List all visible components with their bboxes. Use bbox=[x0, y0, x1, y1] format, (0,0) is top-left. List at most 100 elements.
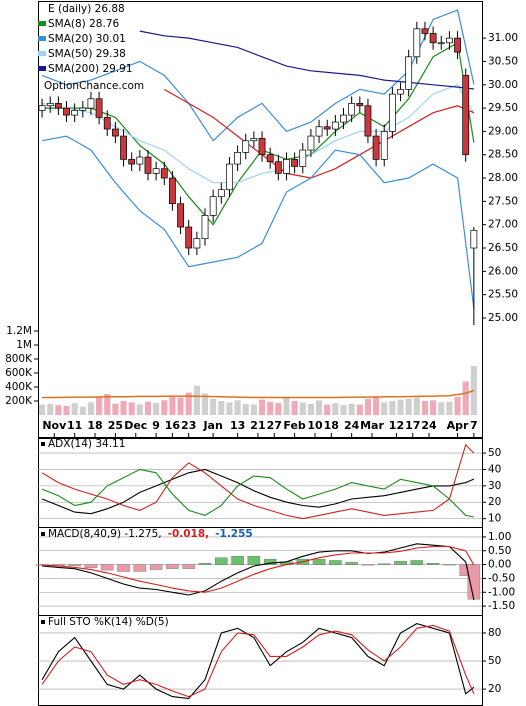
indicator-line bbox=[41, 468, 475, 515]
histogram-bar bbox=[247, 556, 261, 565]
histogram-bar bbox=[329, 560, 342, 565]
signal-label: -0.018, bbox=[168, 528, 210, 540]
y-tick-label: 31.00 bbox=[488, 32, 518, 44]
volume-tick-label: 400K bbox=[5, 381, 33, 393]
candle-body bbox=[226, 163, 233, 191]
volume-bar bbox=[332, 403, 339, 415]
x-tick-label: 10 bbox=[307, 419, 323, 432]
indicator-line bbox=[41, 624, 475, 698]
x-tick-label: 24 bbox=[344, 419, 360, 432]
volume-bar bbox=[210, 398, 217, 415]
histogram-bar bbox=[443, 564, 456, 566]
x-tick-label: Feb bbox=[283, 419, 306, 432]
x-tick-label: 7 bbox=[470, 419, 478, 432]
volume-tick-label: 200K bbox=[5, 395, 33, 407]
y-tick-label: 26.00 bbox=[488, 265, 518, 277]
x-tick-label: Apr bbox=[447, 419, 469, 432]
y-tick-label: 1.00 bbox=[488, 531, 511, 543]
histogram-bar bbox=[117, 564, 130, 572]
x-tick-label: 9 bbox=[152, 419, 160, 432]
legend-swatch bbox=[38, 51, 46, 56]
candle-body bbox=[356, 103, 364, 107]
legend-label: SMA(8) 28.76 bbox=[48, 18, 119, 30]
candle-body bbox=[177, 203, 184, 228]
candle-body bbox=[242, 140, 250, 153]
title-swatch bbox=[41, 620, 45, 624]
y-tick-label: 80 bbox=[488, 627, 501, 639]
histogram-bar bbox=[68, 564, 81, 567]
volume-average-line bbox=[42, 389, 475, 399]
candle-body bbox=[348, 103, 356, 116]
x-tick-label: 11 bbox=[67, 419, 82, 432]
x-tick-label: 23 bbox=[181, 419, 196, 432]
x-tick-label: 25 bbox=[108, 419, 123, 432]
candle-body bbox=[103, 117, 111, 130]
candle-body bbox=[331, 121, 339, 130]
candle-body bbox=[454, 37, 461, 53]
histogram-bar bbox=[84, 564, 98, 569]
candle-body bbox=[136, 156, 144, 165]
y-tick-label: 20 bbox=[488, 683, 501, 695]
candle-body bbox=[38, 105, 46, 111]
volume-bar bbox=[201, 393, 209, 415]
title-swatch bbox=[41, 442, 45, 446]
volume-bar bbox=[71, 403, 78, 415]
candle-body bbox=[169, 177, 176, 205]
candle-body bbox=[462, 75, 470, 156]
candle-body bbox=[315, 126, 323, 137]
x-tick-label: 17 bbox=[405, 419, 420, 432]
histogram-bar bbox=[263, 558, 277, 565]
candle-body bbox=[340, 114, 347, 123]
volume-bar bbox=[275, 403, 282, 415]
y-tick-label: 25.00 bbox=[488, 312, 518, 324]
candle-body bbox=[144, 156, 152, 174]
x-tick-label: Nov bbox=[42, 419, 67, 432]
y-tick-label: 30 bbox=[488, 480, 501, 492]
histogram-bar bbox=[215, 557, 228, 565]
histogram-label: -1.255 bbox=[215, 528, 253, 540]
x-tick-label: Jan bbox=[202, 419, 222, 432]
moving-average-line bbox=[164, 88, 475, 179]
candle-body bbox=[413, 28, 421, 58]
volume-bar bbox=[389, 400, 396, 415]
y-tick-label: -0.50 bbox=[488, 572, 515, 584]
candle-body bbox=[111, 128, 119, 137]
histogram-bar bbox=[312, 558, 326, 565]
volume-bar bbox=[250, 404, 257, 415]
candle-body bbox=[437, 42, 445, 45]
candle-body bbox=[323, 126, 331, 130]
y-tick-label: 30.50 bbox=[488, 55, 518, 67]
x-tick-label: 12 bbox=[389, 419, 404, 432]
x-tick-label: Dec bbox=[124, 419, 147, 432]
candle-body bbox=[429, 33, 437, 44]
volume-bar bbox=[421, 400, 429, 415]
indicator-line bbox=[41, 468, 475, 518]
y-tick-label: 20 bbox=[488, 496, 501, 508]
histogram-bar bbox=[182, 564, 195, 569]
candle-body bbox=[87, 98, 95, 109]
candle-body bbox=[364, 105, 372, 137]
candle-body bbox=[446, 37, 453, 44]
volume-bar bbox=[79, 406, 86, 415]
candle-body bbox=[372, 135, 380, 160]
volume-bar bbox=[454, 396, 461, 415]
indicator-line bbox=[41, 443, 475, 520]
volume-bar bbox=[348, 403, 355, 415]
y-tick-label: 28.00 bbox=[488, 172, 518, 184]
x-tick-label: 27 bbox=[267, 419, 282, 432]
volume-bar bbox=[47, 403, 54, 415]
histogram-bar bbox=[426, 563, 440, 565]
volume-bar bbox=[153, 403, 160, 415]
candle-body bbox=[54, 103, 62, 109]
candle-body bbox=[283, 159, 290, 174]
plot-layer: 200K 400K 600K 800K 1M 1.2M 25.00 25.50 26.00 26.… bbox=[5, 3, 518, 700]
volume-bar bbox=[291, 400, 298, 415]
volume-bar bbox=[218, 400, 225, 415]
x-tick-label: 21 bbox=[250, 419, 265, 432]
panel-title: MACD(8,40,9) -1.275, bbox=[48, 528, 162, 540]
candle-body bbox=[46, 103, 54, 107]
title-swatch bbox=[41, 532, 45, 536]
y-tick-label: 10 bbox=[488, 513, 501, 525]
